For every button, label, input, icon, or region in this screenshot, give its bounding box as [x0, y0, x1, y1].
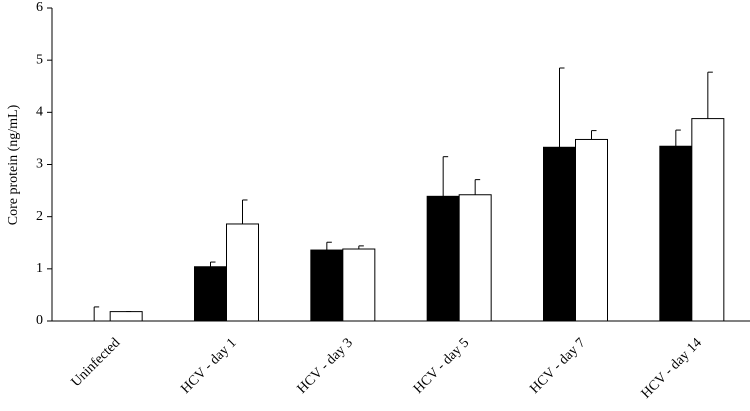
y-tick-label: 4	[36, 105, 43, 120]
y-tick-label: 0	[36, 313, 43, 328]
bar	[458, 194, 492, 322]
y-tick-label: 3	[36, 157, 43, 172]
bar	[109, 311, 143, 322]
x-tick-label: HCV - day 5	[411, 335, 472, 396]
x-tick-label: HCV - day 3	[295, 335, 356, 396]
bar	[310, 249, 344, 322]
y-axis-label: Core protein (ng/mL)	[6, 104, 21, 225]
bar	[659, 145, 693, 322]
x-tick-label: HCV - day 1	[178, 335, 239, 396]
bar	[543, 146, 576, 322]
bar	[226, 223, 259, 322]
x-tick-label: HCV - day 14	[639, 335, 705, 401]
bar	[575, 138, 608, 322]
bar	[691, 118, 725, 322]
bar	[342, 248, 376, 322]
y-tick-label: 5	[36, 52, 43, 67]
x-tick-label: Uninfected	[69, 335, 124, 390]
y-tick-label: 2	[36, 209, 43, 224]
x-tick-label: HCV - day 7	[527, 335, 588, 396]
bar	[426, 195, 460, 322]
y-tick-label: 1	[36, 261, 43, 276]
y-tick-label: 6	[36, 0, 43, 15]
bar	[194, 266, 227, 322]
